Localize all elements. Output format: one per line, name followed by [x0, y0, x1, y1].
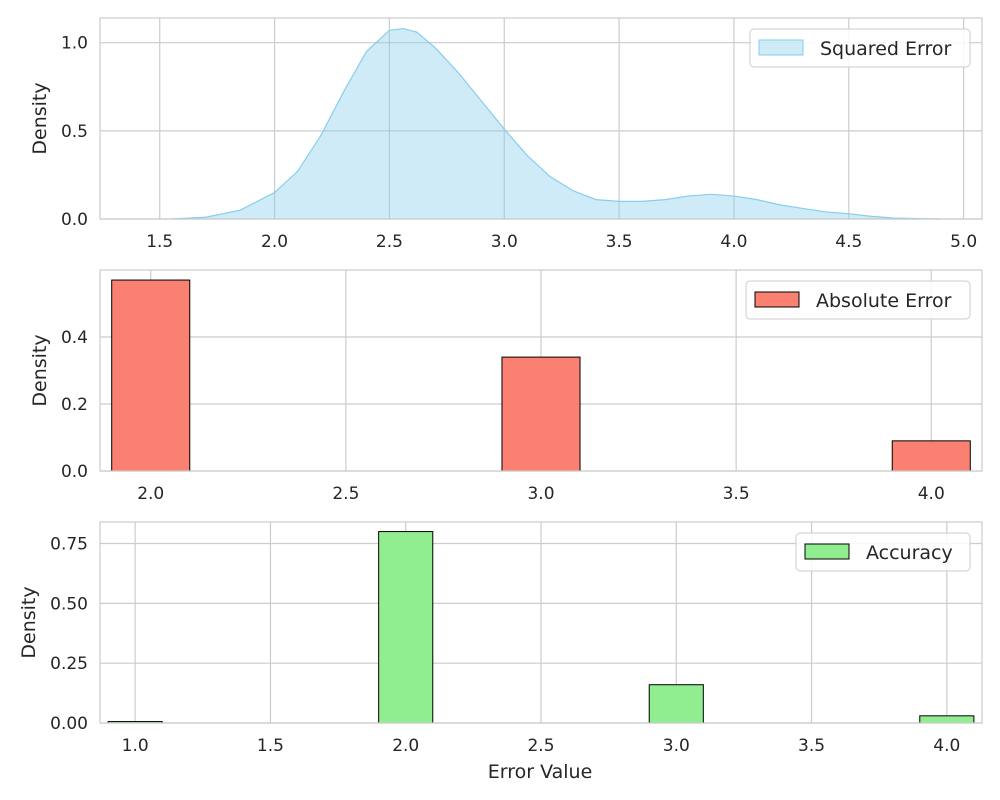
x-tick-label: 4.0 — [720, 232, 747, 252]
axes-frame — [99, 269, 983, 472]
x-tick-label: 2.0 — [137, 484, 164, 504]
bar — [378, 531, 434, 724]
x-tick-label: 2.0 — [392, 736, 419, 756]
x-tick-label: 3.0 — [663, 736, 690, 756]
y-tick-label: 0.5 — [61, 122, 88, 142]
y-axis-label: Density — [29, 334, 51, 406]
legend-box — [795, 532, 971, 572]
axes-frame — [99, 521, 983, 724]
legend: Squared Error — [749, 28, 971, 68]
x-tick-label: 2.0 — [261, 232, 288, 252]
y-tick-label: 0.00 — [50, 714, 88, 734]
x-tick-label: 1.5 — [146, 232, 173, 252]
axes-frame — [99, 17, 983, 220]
y-axis-label: Density — [29, 82, 51, 154]
x-tick-label: 4.5 — [835, 232, 862, 252]
x-tick-label: 2.5 — [332, 484, 359, 504]
x-tick-label: 4.0 — [933, 736, 960, 756]
x-tick-label: 2.5 — [376, 232, 403, 252]
y-tick-label: 0.50 — [50, 594, 88, 614]
x-tick-label: 1.0 — [122, 736, 149, 756]
legend-box — [745, 280, 971, 320]
x-tick-label: 3.5 — [606, 232, 633, 252]
legend: Accuracy — [795, 532, 971, 572]
legend-swatch — [758, 39, 804, 56]
legend-swatch — [754, 291, 800, 308]
x-tick-label: 3.5 — [723, 484, 750, 504]
y-tick-label: 0.2 — [61, 395, 88, 415]
legend-swatch — [804, 543, 850, 560]
y-tick-label: 0.0 — [61, 210, 88, 230]
y-tick-label: 0.25 — [50, 654, 88, 674]
bar — [891, 440, 971, 472]
legend-label: Squared Error — [820, 38, 951, 60]
bar — [501, 356, 581, 472]
x-tick-label: 1.5 — [257, 736, 284, 756]
x-tick-label: 3.0 — [527, 484, 554, 504]
legend-box — [749, 28, 971, 68]
x-tick-label: 5.0 — [950, 232, 977, 252]
y-tick-label: 0.75 — [50, 535, 88, 555]
x-tick-label: 3.0 — [491, 232, 518, 252]
x-tick-label: 3.5 — [798, 736, 825, 756]
density-area — [171, 28, 941, 219]
y-tick-label: 1.0 — [61, 34, 88, 54]
bar — [919, 715, 975, 724]
bar — [111, 279, 191, 472]
x-axis-label: Error Value — [488, 761, 593, 783]
legend-label: Accuracy — [866, 542, 953, 564]
y-axis-label: Density — [18, 586, 40, 658]
panel-top: 1.5 2.0 2.5 3.0 3.5 4.0 4.5 5.0 0.0 0.5 1.0 Density… — [29, 17, 983, 252]
panel-middle: 2.0 2.5 3.0 3.5 4.0 0.0 0.2 0.4 Density Absolute … — [29, 269, 983, 504]
y-tick-label: 0.4 — [61, 328, 88, 348]
x-tick-label: 4.0 — [918, 484, 945, 504]
x-tick-label: 2.5 — [527, 736, 554, 756]
bar — [648, 684, 704, 724]
y-tick-label: 0.0 — [61, 462, 88, 482]
panel-bottom: 1.0 1.5 2.0 2.5 3.0 3.5 4.0 0.00 0.25 0.50 0.75 Den… — [18, 521, 983, 783]
legend: Absolute Error — [745, 280, 971, 320]
density-line — [171, 27, 941, 220]
legend-label: Absolute Error — [816, 290, 952, 312]
